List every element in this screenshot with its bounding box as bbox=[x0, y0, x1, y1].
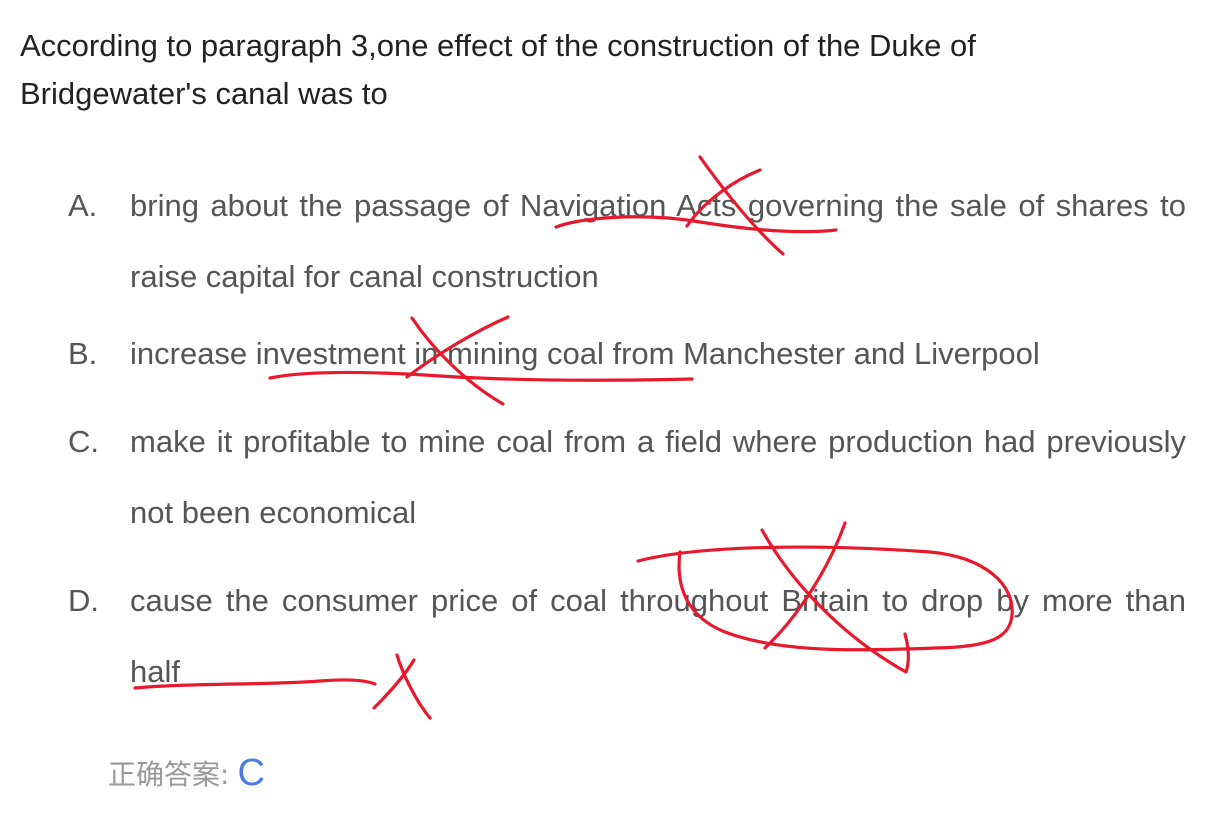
option-d[interactable]: D. cause the consumer price of coal thro… bbox=[68, 565, 1186, 707]
option-b[interactable]: B. increase investment in mining coal fr… bbox=[68, 330, 1186, 377]
option-text: bring about the passage of Navigation Ac… bbox=[130, 188, 1186, 294]
option-letter: D. bbox=[68, 583, 99, 618]
option-letter: B. bbox=[68, 336, 98, 371]
option-text: make it profitable to mine coal from a f… bbox=[130, 424, 1186, 530]
option-letter: C. bbox=[68, 424, 99, 459]
option-text: cause the consumer price of coal through… bbox=[130, 583, 1186, 689]
answer-value: C bbox=[237, 751, 265, 794]
option-c[interactable]: C. make it profitable to mine coal from … bbox=[68, 406, 1186, 548]
option-text: increase investment in mining coal from … bbox=[130, 336, 1040, 371]
option-a[interactable]: A. bring about the passage of Navigation… bbox=[68, 170, 1186, 312]
question-text: According to paragraph 3,one effect of t… bbox=[20, 28, 976, 111]
answer-label: 正确答案: bbox=[108, 758, 230, 791]
correct-answer: 正确答案: C bbox=[108, 748, 265, 798]
option-letter: A. bbox=[68, 188, 98, 223]
